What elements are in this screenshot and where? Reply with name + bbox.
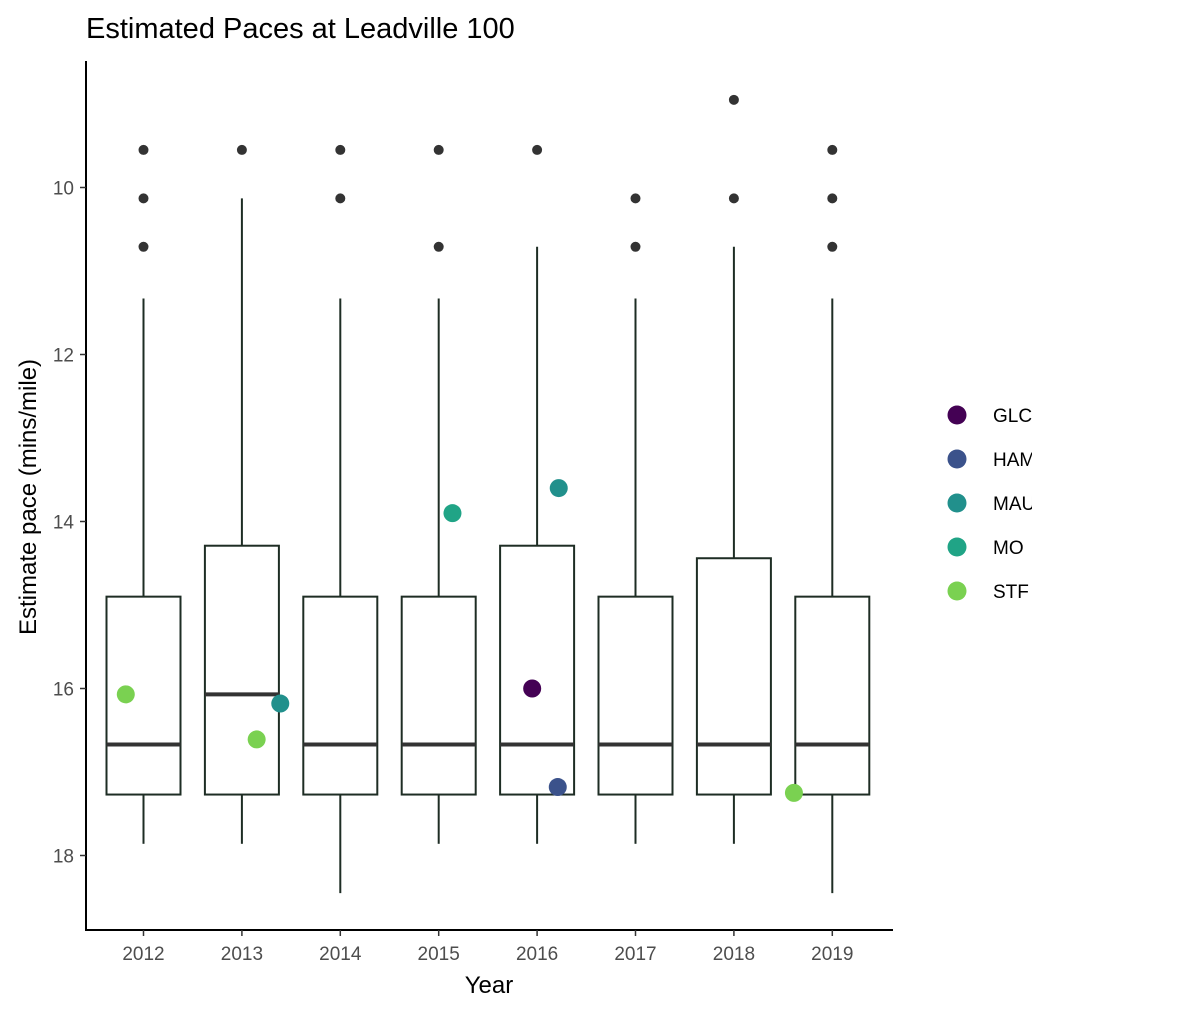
box-body [597,595,674,796]
x-tick-label: 2012 [122,944,164,965]
outlier-point [728,94,739,105]
x-tick-label: 2016 [516,944,558,965]
box-body [302,595,379,796]
box-body [499,544,576,796]
box-2017 [597,193,674,844]
point-stf [784,783,803,802]
point-mau [271,694,290,713]
point-mo [443,504,462,523]
legend: GLC HAM MAU MO STF [947,405,1035,603]
legend-key-mau [947,493,967,513]
outlier-point [138,193,149,204]
outlier-point [335,193,346,204]
y-axis-ticks: 10 12 14 16 18 [53,179,86,868]
legend-label-mau: MAU [993,494,1035,515]
legend-key-glc [947,405,967,425]
legend-key-stf [947,581,967,601]
y-tick-label: 12 [53,346,74,367]
chart-title: Estimated Paces at Leadville 100 [86,13,515,45]
box-2012 [105,144,182,844]
box-body [794,595,871,796]
y-axis-title: Estimate pace (mins/mile) [15,359,42,635]
box-body [695,557,772,796]
outlier-point [630,241,641,252]
outlier-point [827,193,838,204]
box-2019 [794,144,871,894]
box-2016 [499,144,576,844]
outlier-point [138,241,149,252]
x-tick-label: 2014 [319,944,362,965]
x-axis-title: Year [465,972,514,999]
outlier-point [236,144,247,155]
box-body [400,595,477,796]
outlier-point [532,144,543,155]
box-2013 [203,144,280,844]
outlier-point [728,193,739,204]
x-tick-label: 2017 [614,944,656,965]
outlier-point [827,241,838,252]
box-2015 [400,144,477,844]
x-axis-ticks: 2012 2013 2014 2015 2016 2017 2018 2019 [122,930,853,965]
outlier-point [138,144,149,155]
outlier-point [433,144,444,155]
x-tick-label: 2018 [713,944,755,965]
x-tick-label: 2019 [811,944,853,965]
y-tick-label: 14 [53,513,75,534]
outlier-point [827,144,838,155]
point-mau [549,479,568,498]
point-stf [116,685,135,704]
y-tick-label: 10 [53,179,74,200]
box-2014 [302,144,379,894]
x-tick-label: 2015 [418,944,460,965]
point-ham [548,778,567,797]
outlier-point [335,144,346,155]
plot-area [105,94,871,894]
box-body [203,544,280,796]
y-tick-label: 18 [53,847,74,868]
legend-key-ham [947,449,967,469]
outlier-point [433,241,444,252]
legend-label-mo: MO [993,538,1024,559]
x-tick-label: 2013 [221,944,263,965]
legend-items: GLC HAM MAU MO STF [947,405,1035,603]
legend-key-mo [947,537,967,557]
outlier-point [630,193,641,204]
y-tick-label: 16 [53,680,74,701]
legend-label-ham: HAM [993,450,1035,471]
legend-label-stf: STF [993,582,1029,603]
legend-label-glc: GLC [993,406,1032,427]
point-glc [523,679,542,698]
point-stf [247,730,266,749]
box-2018 [695,94,772,844]
